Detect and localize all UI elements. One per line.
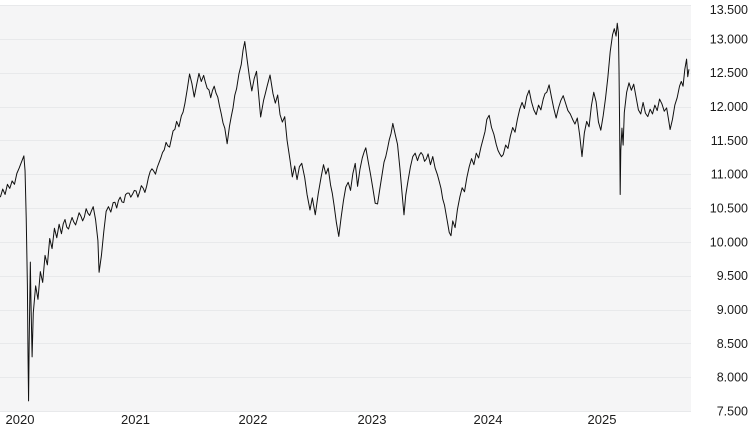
- gridlines: [0, 5, 691, 412]
- y-tick-label: 10.500: [710, 202, 748, 216]
- y-tick-label: 7.500: [717, 405, 748, 419]
- y-tick-label: 11.000: [711, 168, 748, 182]
- x-tick-label: 2024: [474, 412, 503, 427]
- y-tick-label: 12.500: [710, 66, 748, 80]
- y-tick-label: 9.000: [717, 303, 748, 317]
- price-line: [0, 22, 690, 402]
- y-tick-label: 11.500: [711, 134, 748, 148]
- y-tick-label: 9.500: [717, 269, 748, 283]
- price-line-path: [0, 22, 690, 402]
- y-axis-labels: 13.500 13.000 12.500 12.000 11.500 11.000 10.5…: [710, 3, 748, 419]
- x-tick-label: 2025: [588, 412, 617, 427]
- y-tick-label: 8.500: [717, 337, 748, 351]
- y-tick-label: 13.000: [710, 32, 748, 46]
- x-tick-label: 2023: [358, 412, 387, 427]
- x-tick-label: 2020: [6, 412, 35, 427]
- y-tick-label: 12.000: [710, 100, 748, 114]
- x-tick-label: 2022: [239, 412, 268, 427]
- y-tick-label: 10.000: [710, 235, 748, 249]
- y-tick-label: 13.500: [710, 3, 748, 17]
- y-tick-label: 8.000: [717, 371, 748, 385]
- x-axis-labels: 2020 2021 2022 2023 2024 2025: [6, 412, 617, 427]
- x-tick-label: 2021: [121, 412, 150, 427]
